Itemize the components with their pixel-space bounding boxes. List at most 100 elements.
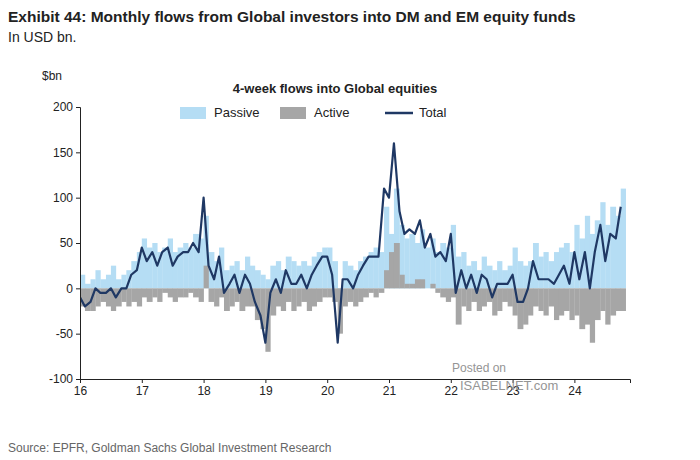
y-tick: 100 <box>53 191 80 205</box>
bar <box>461 288 466 306</box>
bar <box>415 279 420 288</box>
bar <box>528 288 533 315</box>
bar <box>363 288 369 297</box>
bar <box>178 288 184 297</box>
bar <box>440 243 446 288</box>
bar <box>590 288 595 342</box>
bar <box>378 288 384 293</box>
bar <box>605 288 610 324</box>
x-axis: 161718192021222324 <box>74 379 631 398</box>
bar <box>260 275 265 289</box>
x-tick: 24 <box>568 379 582 398</box>
bar <box>343 288 348 306</box>
bar <box>446 288 451 302</box>
y-tick-mark <box>76 379 80 380</box>
bar <box>116 279 122 288</box>
bar <box>131 288 137 302</box>
y-tick-label: 200 <box>53 100 73 114</box>
legend-swatch <box>280 107 306 119</box>
bar <box>548 288 554 306</box>
y-tick-mark <box>76 107 80 108</box>
bar <box>193 288 199 297</box>
bar <box>230 288 235 306</box>
x-tick-mark <box>204 379 205 383</box>
x-tick-mark <box>265 379 266 383</box>
bar <box>322 248 327 289</box>
bar <box>374 288 379 297</box>
y-tick-mark <box>76 243 80 244</box>
bar <box>85 284 91 289</box>
legend-item: Passive <box>180 105 260 120</box>
bar <box>245 288 250 306</box>
x-tick: 18 <box>197 379 211 398</box>
bar <box>554 288 559 320</box>
x-tick: 21 <box>383 379 397 398</box>
x-tick-mark <box>142 379 143 383</box>
bar <box>502 270 508 288</box>
bar <box>142 238 147 288</box>
bar <box>435 252 440 288</box>
x-tick-label: 24 <box>568 384 582 398</box>
y-tick-label: 150 <box>53 146 73 160</box>
bar <box>440 288 446 297</box>
bar <box>384 270 389 288</box>
bar <box>482 257 487 289</box>
bar <box>389 252 394 288</box>
bar <box>204 266 209 289</box>
legend-label: Passive <box>214 105 260 120</box>
bar <box>100 288 106 302</box>
bar <box>147 288 153 302</box>
bar <box>425 288 431 289</box>
y-tick-mark <box>76 334 80 335</box>
bar <box>168 288 173 297</box>
bar <box>126 288 131 306</box>
bar <box>91 279 96 288</box>
bar <box>106 275 111 289</box>
bar <box>466 288 471 311</box>
x-tick-label: 16 <box>74 384 88 398</box>
bar <box>610 207 616 289</box>
bar <box>564 288 570 311</box>
x-tick-mark <box>389 379 390 383</box>
bar <box>137 288 142 306</box>
y-tick-label: -100 <box>49 372 73 386</box>
bar <box>157 288 162 302</box>
x-tick-label: 21 <box>383 384 397 398</box>
bar <box>327 288 332 297</box>
bar <box>384 207 389 289</box>
bar <box>518 288 524 329</box>
bar-series <box>80 189 626 298</box>
x-tick-label: 19 <box>259 384 273 398</box>
bar <box>559 288 564 315</box>
bar <box>348 288 354 302</box>
bar <box>301 288 307 302</box>
bar <box>121 288 126 302</box>
bar <box>425 248 431 289</box>
plot-title: 4-week flows into Global equities <box>233 81 437 96</box>
bar <box>497 288 502 311</box>
y-tick: 50 <box>60 236 80 250</box>
source: Source: EPFR, Goldman Sachs Global Inves… <box>8 441 331 455</box>
x-tick-mark <box>574 379 575 383</box>
bar <box>569 288 574 320</box>
y-tick: 200 <box>53 100 80 114</box>
x-tick: 22 <box>445 379 459 398</box>
bar <box>100 279 106 288</box>
bar <box>317 288 323 302</box>
y-axis-label: $bn <box>42 69 62 83</box>
y-tick-mark <box>76 288 80 289</box>
bar <box>188 248 193 289</box>
bar <box>255 270 261 288</box>
y-tick-mark <box>76 198 80 199</box>
bar <box>621 288 626 311</box>
legend-item: Total <box>385 105 447 120</box>
bar <box>312 288 317 306</box>
bar <box>518 261 524 288</box>
subtitle: In USD bn. <box>8 29 76 45</box>
y-axis: -100-50050100150200 <box>49 100 81 386</box>
y-tick-label: 0 <box>66 282 73 296</box>
bar <box>404 284 409 289</box>
bar <box>209 288 215 302</box>
bar <box>430 284 435 289</box>
bar <box>415 243 420 288</box>
